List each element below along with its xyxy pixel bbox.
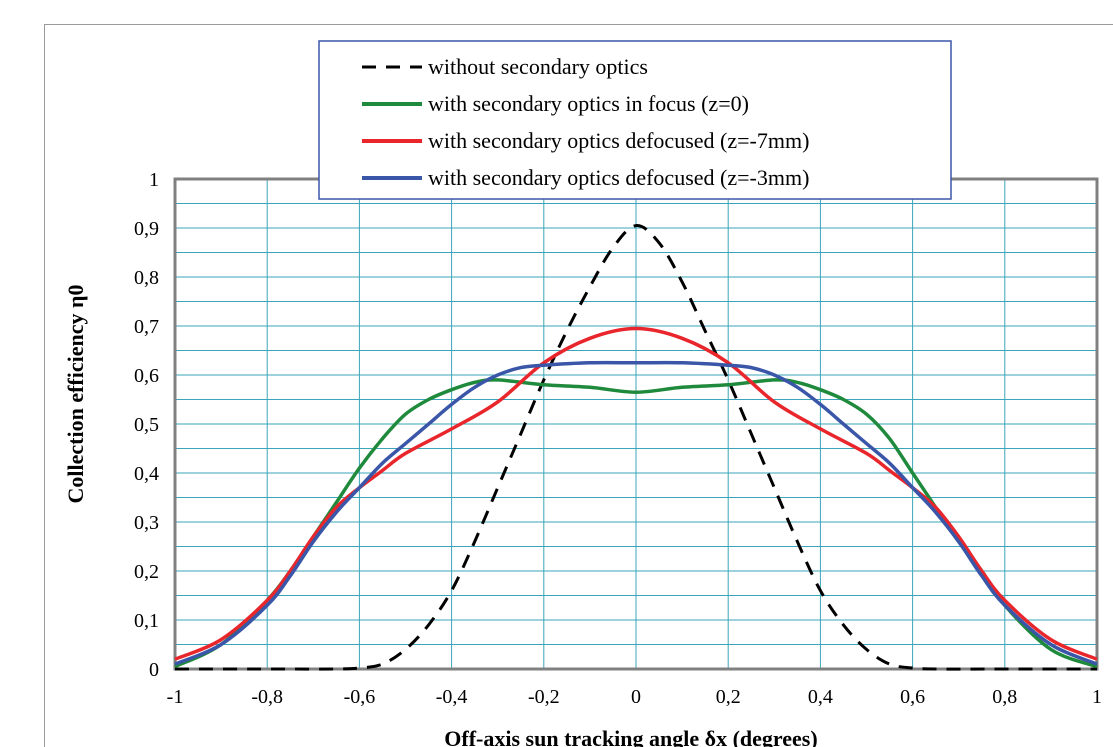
series-line-0 xyxy=(175,224,1097,671)
y-tick-label: 0,5 xyxy=(134,414,159,436)
x-tick-label: -0,6 xyxy=(344,686,376,708)
x-tick-label: 0,8 xyxy=(992,686,1017,708)
legend: without secondary optics with secondary o… xyxy=(318,40,952,200)
legend-item: with secondary optics defocused (z=-7mm) xyxy=(362,128,809,153)
x-tick-label: 0 xyxy=(631,686,641,708)
x-tick-label: -1 xyxy=(167,686,184,708)
x-tick-label: 0,6 xyxy=(900,686,925,708)
legend-label: without secondary optics xyxy=(428,54,648,79)
x-tick-label: 0,4 xyxy=(808,686,833,708)
legend-label: with secondary optics defocused (z=-3mm) xyxy=(428,165,809,190)
y-tick-label: 0,6 xyxy=(134,365,159,387)
x-tick-label: 1 xyxy=(1092,686,1102,708)
series-line-2 xyxy=(174,326,1098,661)
y-tick-label: 0,3 xyxy=(134,512,159,534)
y-tick-labels: 0 0,1 0,2 0,3 0,4 0,5 0,6 0,7 0,8 0,9 1 xyxy=(134,169,159,681)
x-tick-label: -0,2 xyxy=(528,686,560,708)
legend-item: without secondary optics xyxy=(362,54,648,79)
y-tick-label: 0,9 xyxy=(134,218,159,240)
legend-box xyxy=(318,40,952,200)
legend-items: without secondary optics with secondary o… xyxy=(362,54,809,190)
y-axis-title: Collection efficiency η0 xyxy=(63,285,88,504)
chart-frame xyxy=(44,24,1113,747)
x-axis-title: Off-axis sun tracking angle δx (degrees) xyxy=(444,726,817,747)
x-tick-labels: -1 -0,8 -0,6 -0,4 -0,2 0 0,2 0,4 0,6 0,8 1 xyxy=(167,686,1102,708)
y-tick-label: 0,8 xyxy=(134,267,159,289)
x-tick-label: -0,8 xyxy=(251,686,283,708)
series-group xyxy=(174,224,1098,671)
y-tick-label: 0,7 xyxy=(134,316,159,338)
y-tick-label: 0 xyxy=(149,659,159,681)
y-tick-label: 0,4 xyxy=(134,463,159,485)
y-tick-label: 1 xyxy=(149,169,159,191)
legend-label: with secondary optics in focus (z=0) xyxy=(428,91,749,116)
legend-label: with secondary optics defocused (z=-7mm) xyxy=(428,128,809,153)
grid xyxy=(174,178,1098,670)
x-tick-label: -0,4 xyxy=(436,686,468,708)
series-line-3 xyxy=(174,360,1098,666)
legend-item: with secondary optics in focus (z=0) xyxy=(362,91,749,116)
y-tick-label: 0,2 xyxy=(134,561,159,583)
y-tick-label: 0,1 xyxy=(134,610,159,632)
legend-item: with secondary optics defocused (z=-3mm) xyxy=(362,165,809,190)
x-tick-label: 0,2 xyxy=(716,686,741,708)
